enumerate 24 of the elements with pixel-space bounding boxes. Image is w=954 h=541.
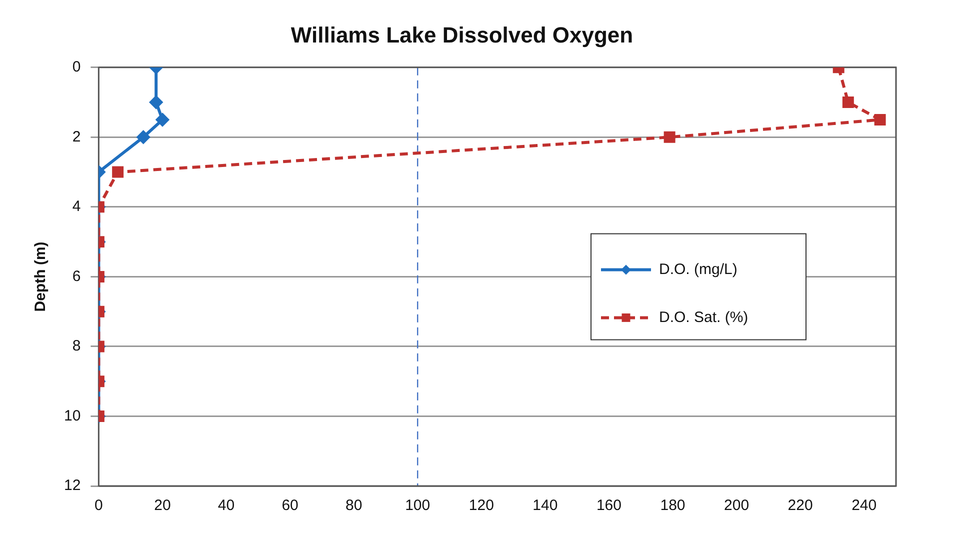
x-tick-label: 120 [468,497,494,514]
chart-title: Williams Lake Dissolved Oxygen [290,22,634,48]
x-tick-label: 140 [532,497,558,514]
legend-label: D.O. (mg/L) [659,260,738,278]
x-tick-label: 80 [345,497,362,514]
x-tick-label: 160 [596,497,622,514]
x-tick-label: 60 [282,497,298,514]
x-tick-label: 200 [724,497,750,514]
x-tick-label: 100 [405,497,430,514]
y-tick-label: 10 [64,407,81,424]
x-tick-label: 220 [788,497,813,514]
y-tick-label: 8 [72,338,81,355]
y-tick-label: 2 [72,128,81,146]
y-tick-label: 4 [72,198,81,216]
y-tick-label: 6 [72,268,81,285]
x-tick-label: 0 [94,497,103,514]
y-tick-label: 0 [72,58,81,76]
x-tick-label: 240 [852,497,877,514]
x-tick-label: 40 [218,497,235,514]
legend-label: D.O. Sat. (%) [659,308,748,326]
x-tick-label: 180 [660,497,686,514]
y-axis-title: Depth (m) [32,242,50,312]
x-tick-label: 20 [154,497,171,514]
y-tick-label: 12 [64,477,81,494]
